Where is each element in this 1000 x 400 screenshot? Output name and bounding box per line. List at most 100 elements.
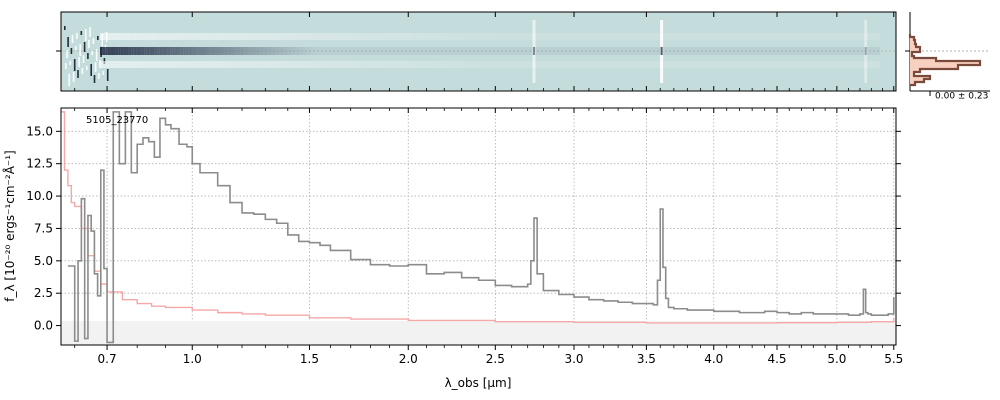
spectrum-2d-panel <box>56 11 897 92</box>
spectrum-2d-pixel <box>482 33 485 40</box>
spectrum-2d-pixel <box>742 47 745 55</box>
spectrum-2d-pixel <box>783 33 787 40</box>
spectrum-2d-pixel <box>349 61 353 68</box>
spectrum-2d-pixel <box>448 33 451 40</box>
spectrum-2d-pixel <box>656 61 659 68</box>
spectrum-2d-pixel <box>269 61 272 68</box>
spectrum-2d-pixel <box>235 61 238 68</box>
spectrum-2d-pixel <box>250 61 254 68</box>
spectrum-2d-pixel <box>547 61 550 68</box>
spectrum-2d-pixel <box>477 61 480 68</box>
y-tick-label: 5.0 <box>34 254 53 268</box>
spectrum-2d-pixel <box>310 47 314 55</box>
spectrum-2d-pixel <box>102 61 106 68</box>
spectrum-2d-pixel <box>297 61 301 68</box>
spectrum-2d-pixel <box>258 33 262 40</box>
spectrum-2d-pixel <box>357 61 360 68</box>
spectrum-2d-pixel <box>848 61 852 68</box>
spectrum-2d-pixel <box>146 61 150 68</box>
spectrum-2d-pixel <box>443 33 446 40</box>
spectrum-2d-pixel <box>760 33 763 40</box>
spectrum-2d-pixel <box>464 33 467 40</box>
spectrum-2d-pixel <box>206 33 210 40</box>
spectrum-2d-pixel <box>773 61 776 68</box>
spectrum-2d-pixel <box>544 61 548 68</box>
x-tick-label: 1.5 <box>300 352 319 366</box>
spectrum-2d-pixel <box>118 47 121 55</box>
spectrum-2d-pixel <box>451 47 454 55</box>
y-tick-label: 0.0 <box>34 319 53 333</box>
spectrum-2d-pixel <box>315 61 319 68</box>
spectrum-2d-pixel <box>635 47 639 55</box>
spectrum-2d-pixel <box>401 33 405 40</box>
spectrum-2d-pixel <box>113 33 116 40</box>
spectrum-2d-pixel <box>570 47 574 55</box>
spectrum-2d-pixel <box>180 61 184 68</box>
spectrum-2d-pixel <box>763 47 766 55</box>
spectrum-2d-pixel <box>851 61 854 68</box>
spectrum-2d-pixel <box>586 61 589 68</box>
spectrum-2d-pixel <box>830 61 834 68</box>
spectrum-2d-pixel <box>464 61 467 68</box>
spectrum-2d-pixel <box>188 61 191 68</box>
spectrum-2d-pixel <box>487 61 490 68</box>
spectrum-2d-pixel <box>508 61 511 68</box>
spectrum-2d-pixel <box>474 33 477 40</box>
spectrum-2d-pixel <box>731 33 735 40</box>
spectrum-2d-pixel <box>510 47 514 55</box>
spectrum-2d-pixel <box>833 33 836 40</box>
spectrum-2d-pixel <box>165 33 168 40</box>
spectrum-2d-pixel <box>763 33 766 40</box>
spectrum-2d-pixel <box>867 61 870 68</box>
spectrum-2d-pixel <box>206 47 210 55</box>
spectrum-2d-pixel <box>835 33 839 40</box>
spectrum-2d-pixel <box>474 61 477 68</box>
spectrum-2d-pixel <box>365 33 368 40</box>
spectrum-2d-pixel <box>757 33 761 40</box>
spectrum-2d-pixel <box>432 61 436 68</box>
spectrum-2d-pixel <box>778 47 782 55</box>
spectrum-2d-pixel <box>266 61 269 68</box>
spectrum-2d-pixel <box>726 33 730 40</box>
spectrum-2d-pixel <box>635 61 639 68</box>
histogram-annotation: 0.00 ± 0.23 <box>935 92 988 102</box>
spectrum-2d-pixel <box>856 33 860 40</box>
spectrum-2d-pixel <box>170 47 173 55</box>
spectrum-2d-pixel <box>859 33 862 40</box>
spectrum-2d-pixel <box>308 61 311 68</box>
spectrum-2d-pixel <box>755 61 758 68</box>
spectrum-2d-pixel <box>562 61 566 68</box>
spectrum-2d-pixel <box>287 47 290 55</box>
spectrum-2d-pixel <box>154 33 158 40</box>
spectrum-2d-pixel <box>144 33 147 40</box>
spectrum-2d-pixel <box>427 47 431 55</box>
spectrum-2d-pixel <box>427 33 431 40</box>
spectrum-2d-pixel <box>352 61 355 68</box>
spectrum-2d-pixel <box>93 75 96 83</box>
spectrum-2d-pixel <box>115 47 119 55</box>
spectrum-2d-pixel <box>622 47 626 55</box>
emission-line-column <box>864 20 868 83</box>
spectrum-2d-pixel <box>152 61 155 68</box>
spectrum-2d-pixel <box>841 61 844 68</box>
spectrum-2d-pixel <box>570 61 574 68</box>
spectrum-2d-pixel <box>235 33 238 40</box>
spectrum-2d-pixel <box>224 61 228 68</box>
spectrum-2d-pixel <box>422 33 425 40</box>
spectrum-2d-pixel <box>560 61 563 68</box>
spectrum-2d-pixel <box>183 61 186 68</box>
spectrum-2d-pixel <box>708 33 711 40</box>
spectrum-2d-pixel <box>607 61 610 68</box>
spectrum-2d-pixel <box>347 33 350 40</box>
spectrum-2d-pixel <box>770 33 774 40</box>
spectrum-2d-pixel <box>695 61 698 68</box>
spectrum-2d-pixel <box>601 61 605 68</box>
spectrum-2d-pixel <box>477 33 480 40</box>
spectrum-2d-pixel <box>274 61 277 68</box>
spectrum-2d-pixel <box>110 47 113 55</box>
spectrum-2d-pixel <box>183 33 186 40</box>
spectrum-2d-pixel <box>354 61 358 68</box>
spectrum-2d-pixel <box>86 66 88 70</box>
spectrum-2d-pixel <box>578 33 581 40</box>
spectrum-2d-pixel <box>211 61 215 68</box>
